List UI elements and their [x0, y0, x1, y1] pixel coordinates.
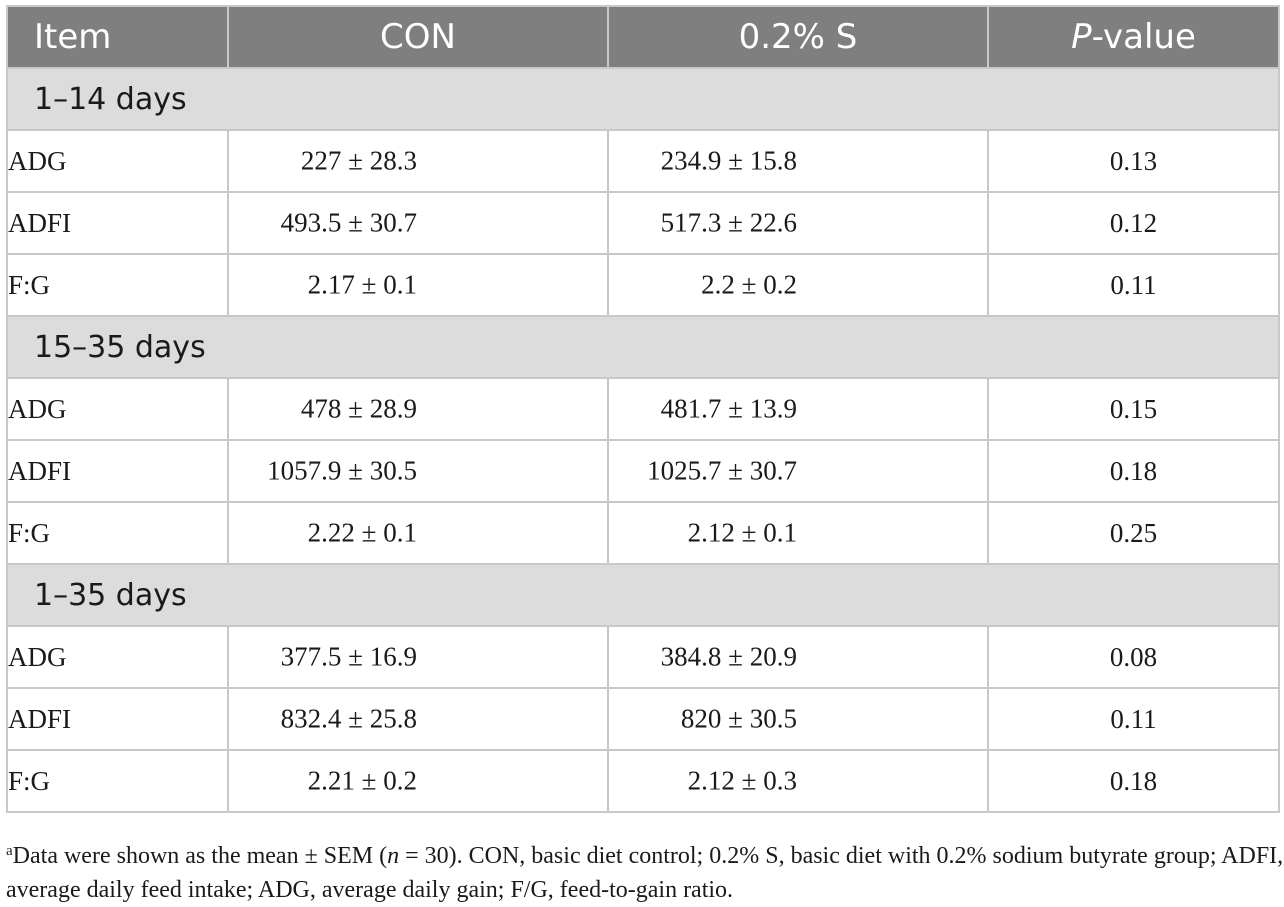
cell-s: 2.12 ± 0.1 [607, 501, 989, 565]
cell-pvalue: 0.15 [987, 377, 1280, 441]
cell-s-value: 384.8 ± 20.9 [660, 641, 797, 672]
cell-con-value: 1057.9 ± 30.5 [267, 455, 417, 486]
cell-pvalue: 0.13 [987, 129, 1280, 193]
cell-con: 227 ± 28.3 [227, 129, 609, 193]
header-pvalue-suffix: -value [1091, 17, 1196, 57]
cell-item: F:G [6, 749, 229, 813]
cell-item: F:G [6, 501, 229, 565]
section-label: 15–35 days [6, 315, 1280, 379]
cell-item: ADFI [6, 687, 229, 751]
cell-item: ADFI [6, 439, 229, 503]
section-row: 1–14 days [6, 67, 1280, 131]
cell-s: 2.12 ± 0.3 [607, 749, 989, 813]
cell-s: 384.8 ± 20.9 [607, 625, 989, 689]
cell-con-value: 227 ± 28.3 [300, 145, 417, 176]
cell-item: ADFI [6, 191, 229, 255]
cell-s-value: 2.2 ± 0.2 [701, 269, 797, 300]
cell-pvalue: 0.25 [987, 501, 1280, 565]
footnote-marker: a [6, 843, 13, 859]
cell-con: 1057.9 ± 30.5 [227, 439, 609, 503]
table-row: F:G 2.17 ± 0.1 2.2 ± 0.2 0.11 [6, 253, 1280, 317]
cell-item: ADG [6, 129, 229, 193]
cell-item: F:G [6, 253, 229, 317]
table-row: ADG 478 ± 28.9 481.7 ± 13.9 0.15 [6, 377, 1280, 441]
cell-s: 517.3 ± 22.6 [607, 191, 989, 255]
footnote-text-part2: = 30). CON, basic diet control; 0.2% S, … [6, 843, 1284, 903]
cell-con: 2.21 ± 0.2 [227, 749, 609, 813]
table-row: ADG 377.5 ± 16.9 384.8 ± 20.9 0.08 [6, 625, 1280, 689]
cell-con-value: 2.21 ± 0.2 [307, 765, 417, 796]
table-row: F:G 2.22 ± 0.1 2.12 ± 0.1 0.25 [6, 501, 1280, 565]
section-row: 1–35 days [6, 563, 1280, 627]
cell-s-value: 481.7 ± 13.9 [660, 393, 797, 424]
cell-con: 478 ± 28.9 [227, 377, 609, 441]
cell-con-value: 2.22 ± 0.1 [307, 517, 417, 548]
cell-con: 832.4 ± 25.8 [227, 687, 609, 751]
section-label: 1–14 days [6, 67, 1280, 131]
cell-con: 377.5 ± 16.9 [227, 625, 609, 689]
header-con: CON [227, 5, 609, 69]
cell-pvalue: 0.18 [987, 439, 1280, 503]
header-row: Item CON 0.2% S P-value [6, 5, 1280, 69]
table-row: ADG 227 ± 28.3 234.9 ± 15.8 0.13 [6, 129, 1280, 193]
cell-s-value: 2.12 ± 0.1 [687, 517, 797, 548]
cell-s-value: 820 ± 30.5 [680, 703, 797, 734]
cell-s: 1025.7 ± 30.7 [607, 439, 989, 503]
cell-s-value: 517.3 ± 22.6 [660, 207, 797, 238]
cell-s-value: 1025.7 ± 30.7 [647, 455, 797, 486]
section-row: 15–35 days [6, 315, 1280, 379]
header-p-italic: P [1071, 17, 1092, 57]
cell-con: 2.22 ± 0.1 [227, 501, 609, 565]
cell-s-value: 234.9 ± 15.8 [660, 145, 797, 176]
table-row: ADFI 1057.9 ± 30.5 1025.7 ± 30.7 0.18 [6, 439, 1280, 503]
cell-s: 820 ± 30.5 [607, 687, 989, 751]
cell-pvalue: 0.08 [987, 625, 1280, 689]
table-row: ADFI 832.4 ± 25.8 820 ± 30.5 0.11 [6, 687, 1280, 751]
data-table: Item CON 0.2% S P-value 1–14 days ADG 22… [6, 5, 1280, 813]
cell-con-value: 377.5 ± 16.9 [280, 641, 417, 672]
table-row: ADFI 493.5 ± 30.7 517.3 ± 22.6 0.12 [6, 191, 1280, 255]
cell-con-value: 832.4 ± 25.8 [280, 703, 417, 734]
footnote-n-italic: n [387, 843, 400, 869]
cell-s-value: 2.12 ± 0.3 [687, 765, 797, 796]
cell-pvalue: 0.18 [987, 749, 1280, 813]
header-s: 0.2% S [607, 5, 989, 69]
cell-item: ADG [6, 377, 229, 441]
cell-pvalue: 0.11 [987, 687, 1280, 751]
cell-con: 2.17 ± 0.1 [227, 253, 609, 317]
cell-pvalue: 0.12 [987, 191, 1280, 255]
cell-con-value: 493.5 ± 30.7 [280, 207, 417, 238]
cell-s: 2.2 ± 0.2 [607, 253, 989, 317]
cell-con: 493.5 ± 30.7 [227, 191, 609, 255]
cell-s: 234.9 ± 15.8 [607, 129, 989, 193]
cell-s: 481.7 ± 13.9 [607, 377, 989, 441]
cell-con-value: 2.17 ± 0.1 [307, 269, 417, 300]
cell-item: ADG [6, 625, 229, 689]
cell-pvalue: 0.11 [987, 253, 1280, 317]
table-footnote: aData were shown as the mean ± SEM (n = … [6, 834, 1284, 907]
cell-con-value: 478 ± 28.9 [300, 393, 417, 424]
header-item: Item [6, 5, 229, 69]
header-pvalue: P-value [987, 5, 1280, 69]
section-label: 1–35 days [6, 563, 1280, 627]
footnote-text-part1: Data were shown as the mean ± SEM ( [12, 843, 388, 869]
table-row: F:G 2.21 ± 0.2 2.12 ± 0.3 0.18 [6, 749, 1280, 813]
